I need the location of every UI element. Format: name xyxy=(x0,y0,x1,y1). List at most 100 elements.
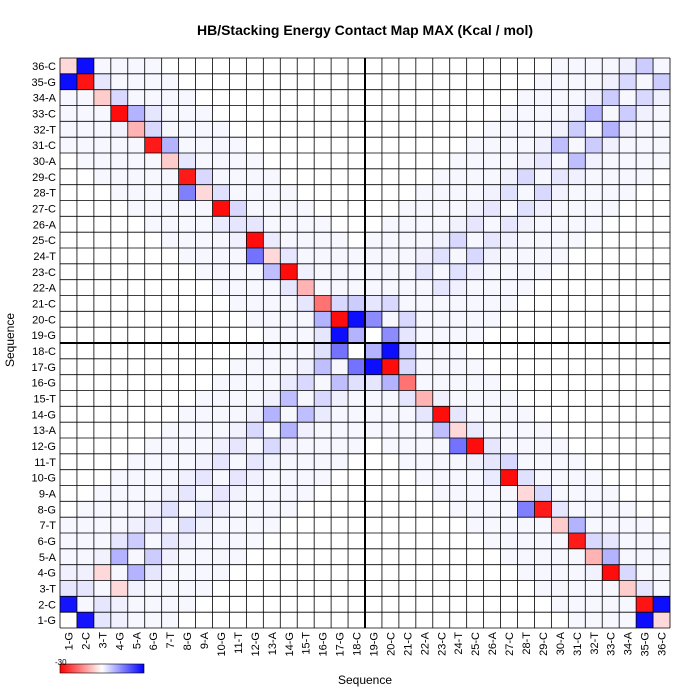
heatmap-cell xyxy=(178,105,196,122)
heatmap-cell xyxy=(348,469,365,486)
heatmap-cell xyxy=(263,295,281,312)
heatmap-cell xyxy=(619,580,637,597)
heatmap-cell xyxy=(381,279,399,296)
heatmap-cell xyxy=(331,596,349,613)
heatmap-cell xyxy=(144,596,162,613)
heatmap-cell xyxy=(381,438,399,454)
heatmap-cell xyxy=(517,121,535,138)
heatmap-cell xyxy=(636,200,654,217)
heatmap-cell xyxy=(212,580,230,597)
heatmap-cell xyxy=(297,105,315,122)
heatmap-cell xyxy=(398,390,416,407)
heatmap-cell xyxy=(432,517,450,533)
heatmap-cell xyxy=(60,612,77,628)
heatmap-cell xyxy=(653,311,670,328)
heatmap-cell xyxy=(263,517,281,533)
heatmap-cell xyxy=(127,358,145,375)
heatmap-cell xyxy=(195,438,213,454)
heatmap-cell xyxy=(636,612,654,628)
heatmap-cell xyxy=(60,580,77,597)
heatmap-cell xyxy=(653,168,670,185)
heatmap-cell xyxy=(144,453,162,470)
heatmap-cell xyxy=(534,485,552,502)
heatmap-cell xyxy=(297,517,315,533)
heatmap-cell xyxy=(449,248,467,264)
heatmap-cell xyxy=(161,279,179,296)
heatmap-cell xyxy=(195,248,213,264)
heatmap-cell xyxy=(280,374,298,391)
heatmap-cell xyxy=(263,58,281,74)
heatmap-cell xyxy=(534,58,552,74)
x-tick-label: 23-C xyxy=(436,632,448,656)
heatmap-cell xyxy=(551,153,569,169)
heatmap-cell xyxy=(449,612,467,628)
x-tick-label: 17-G xyxy=(335,632,347,656)
heatmap-cell xyxy=(365,438,382,454)
heatmap-cell xyxy=(246,248,264,264)
heatmap-cell xyxy=(415,501,433,518)
heatmap-cell xyxy=(483,248,501,264)
heatmap-cell xyxy=(93,216,111,233)
heatmap-cell xyxy=(432,279,450,296)
heatmap-cell xyxy=(297,184,315,201)
heatmap-cell xyxy=(263,485,281,502)
heatmap-cell xyxy=(348,58,365,74)
heatmap-cell xyxy=(466,374,484,391)
heatmap-cell xyxy=(534,580,552,597)
heatmap-cell xyxy=(619,153,637,169)
heatmap-cell xyxy=(76,279,94,296)
heatmap-cell xyxy=(653,137,670,153)
heatmap-cell xyxy=(246,200,264,217)
heatmap-cell xyxy=(127,501,145,518)
heatmap-cell xyxy=(263,311,281,328)
y-tick-label: 9-A xyxy=(39,488,57,500)
heatmap-cell xyxy=(229,279,247,296)
heatmap-cell xyxy=(551,216,569,233)
heatmap-cell xyxy=(110,374,128,391)
heatmap-cell xyxy=(229,453,247,470)
heatmap-cell xyxy=(297,422,315,438)
heatmap-cell xyxy=(331,564,349,581)
heatmap-cell xyxy=(432,548,450,565)
heatmap-cell xyxy=(76,295,94,312)
heatmap-cell xyxy=(263,501,281,518)
heatmap-cell xyxy=(314,390,332,407)
heatmap-cell xyxy=(161,168,179,185)
heatmap-cell xyxy=(432,248,450,264)
heatmap-cell xyxy=(398,168,416,185)
heatmap-cell xyxy=(585,121,603,138)
heatmap-cell xyxy=(127,374,145,391)
heatmap-cell xyxy=(517,216,535,233)
heatmap-cell xyxy=(551,58,569,74)
heatmap-cell xyxy=(534,311,552,328)
heatmap-cell xyxy=(381,374,399,391)
heatmap-cell xyxy=(280,105,298,122)
heatmap-cell xyxy=(331,501,349,518)
heatmap-cell xyxy=(280,485,298,502)
heatmap-cell xyxy=(212,517,230,533)
heatmap-cell xyxy=(602,248,620,264)
heatmap-cell xyxy=(127,311,145,328)
heatmap-cell xyxy=(602,168,620,185)
heatmap-cell xyxy=(568,200,586,217)
heatmap-cell xyxy=(246,295,264,312)
heatmap-cell xyxy=(280,564,298,581)
heatmap-cell xyxy=(76,453,94,470)
heatmap-cell xyxy=(280,216,298,233)
heatmap-cell xyxy=(653,374,670,391)
heatmap-cell xyxy=(229,73,247,90)
colorbar-min-label: -30 xyxy=(55,658,67,667)
heatmap-cell xyxy=(331,263,349,280)
heatmap-cell xyxy=(263,596,281,613)
heatmap-cell xyxy=(331,121,349,138)
heatmap-cell xyxy=(466,200,484,217)
x-tick-label: 9-A xyxy=(199,631,211,649)
heatmap-cell xyxy=(229,184,247,201)
heatmap-cell xyxy=(229,533,247,549)
heatmap-cell xyxy=(432,501,450,518)
heatmap-cell xyxy=(568,89,586,106)
heatmap-cell xyxy=(195,343,213,359)
heatmap-cell xyxy=(415,406,433,423)
heatmap-cell xyxy=(331,406,349,423)
heatmap-cell xyxy=(585,184,603,201)
